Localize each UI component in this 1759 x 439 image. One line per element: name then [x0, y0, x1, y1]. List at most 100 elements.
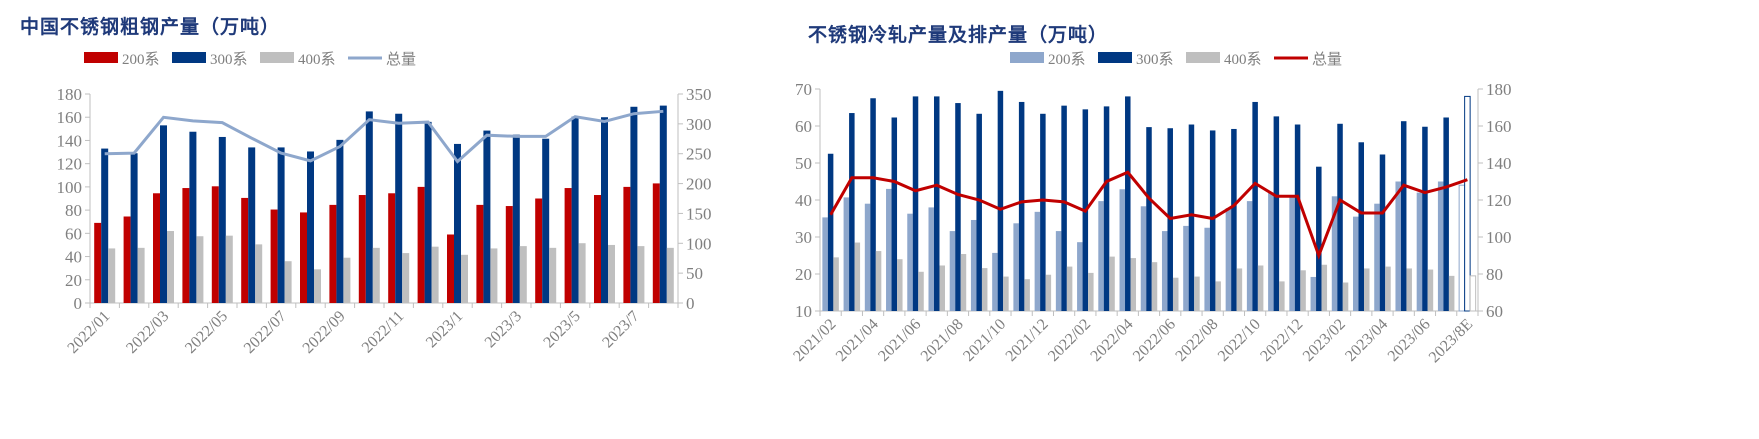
bar-200系 — [417, 186, 425, 303]
y2-tick-label: 160 — [1486, 117, 1512, 136]
bar-200系 — [505, 206, 513, 303]
x-tick-label: 2022/06 — [1130, 316, 1179, 365]
bar-300系 — [365, 111, 373, 304]
bar-400系 — [897, 259, 903, 311]
legend-label: 300系 — [1136, 51, 1174, 68]
bar-400系 — [137, 247, 145, 303]
bar-400系 — [490, 248, 498, 303]
bar-400系 — [578, 243, 586, 303]
y2-tick-label: 180 — [1486, 80, 1512, 99]
bar-400系 — [875, 251, 882, 311]
bar-300系 — [1358, 142, 1365, 311]
bar-400系 — [461, 254, 468, 303]
bar-300系 — [1273, 116, 1280, 311]
bar-300系 — [1379, 154, 1386, 311]
bar-400系 — [1448, 275, 1455, 311]
bar-400系 — [167, 231, 174, 303]
bar-300系 — [1209, 130, 1216, 311]
y-tick-label: 20 — [795, 265, 812, 284]
bar-400系 — [1088, 272, 1094, 311]
bar-200系 — [1140, 206, 1147, 311]
bar-300系 — [827, 153, 834, 311]
x-tick-label: 2022/08 — [1172, 316, 1221, 365]
bar-200系 — [1458, 184, 1466, 312]
bar-200系 — [123, 216, 131, 303]
bar-300系 — [1125, 96, 1131, 312]
y2-tick-label: 140 — [1486, 154, 1512, 173]
x-tick-label: 2023/3 — [482, 308, 525, 351]
bar-200系 — [1395, 181, 1401, 311]
bar-400系 — [1279, 281, 1285, 311]
bar-300系 — [1188, 124, 1195, 312]
legend-swatch-300系 — [1098, 52, 1132, 63]
bar-300系 — [248, 147, 256, 303]
y2-tick-label: 100 — [1486, 228, 1512, 247]
bar-200系 — [970, 219, 977, 311]
y-tick-label: 180 — [57, 85, 83, 104]
bar-400系 — [1236, 268, 1243, 311]
legend-swatch-400系 — [260, 52, 294, 63]
bar-300系 — [483, 130, 491, 303]
bar-300系 — [1400, 121, 1407, 311]
bar-300系 — [571, 116, 579, 304]
bar-400系 — [1130, 258, 1137, 311]
x-tick-label: 2021/02 — [790, 316, 839, 365]
bar-200系 — [1204, 227, 1210, 311]
x-tick-label: 2023/5 — [540, 308, 583, 351]
bar-400系 — [284, 261, 292, 303]
bar-400系 — [372, 247, 380, 303]
bar-200系 — [1310, 276, 1317, 311]
bar-300系 — [1443, 117, 1449, 312]
y-tick-label: 50 — [795, 154, 812, 173]
x-tick-label: 2022/03 — [123, 308, 172, 357]
bar-400系 — [1172, 277, 1179, 311]
legend-label: 200系 — [1048, 51, 1086, 68]
bar-200系 — [822, 217, 828, 311]
bar-300系 — [912, 96, 919, 312]
bar-300系 — [1040, 113, 1046, 311]
bar-300系 — [659, 105, 667, 303]
bar-400系 — [314, 269, 321, 303]
bar-400系 — [637, 246, 645, 303]
bar-400系 — [1151, 262, 1158, 311]
bar-200系 — [1225, 208, 1232, 311]
bar-200系 — [1353, 216, 1359, 311]
y2-tick-label: 120 — [1486, 191, 1512, 210]
bar-400系 — [519, 246, 527, 303]
legend-swatch-200系 — [84, 52, 118, 63]
y-tick-label: 80 — [65, 201, 82, 220]
bar-400系 — [1364, 268, 1370, 311]
bar-200系 — [992, 252, 998, 311]
bar-200系 — [1374, 203, 1380, 311]
y-tick-label: 20 — [65, 271, 82, 290]
bar-300系 — [277, 147, 285, 303]
bar-400系 — [1406, 268, 1412, 311]
bar-300系 — [424, 121, 432, 303]
x-tick-label: 2023/06 — [1385, 316, 1434, 365]
bar-400系 — [108, 248, 116, 303]
bar-200系 — [388, 193, 396, 303]
bar-300系 — [1464, 95, 1471, 312]
right-chart-title: 不锈钢冷轧产量及排产量（万吨） — [808, 24, 1109, 46]
legend-label: 总量 — [386, 51, 416, 68]
bar-200系 — [94, 222, 102, 303]
legend-swatch-200系 — [1010, 52, 1044, 63]
x-tick-label: 2023/04 — [1342, 316, 1391, 365]
bar-400系 — [1321, 264, 1328, 311]
bar-400系 — [1342, 282, 1349, 311]
x-tick-label: 2022/01 — [64, 308, 113, 357]
bar-200系 — [864, 203, 871, 311]
y2-tick-label: 350 — [686, 85, 712, 104]
bar-200系 — [182, 188, 190, 303]
y-tick-label: 60 — [65, 224, 82, 243]
bar-200系 — [329, 204, 337, 303]
bar-400系 — [1427, 269, 1434, 311]
x-tick-label: 2022/09 — [300, 308, 349, 357]
bar-300系 — [130, 153, 138, 303]
bar-200系 — [300, 212, 307, 303]
bar-300系 — [101, 148, 109, 303]
bar-400系 — [960, 254, 967, 311]
bar-300系 — [512, 134, 520, 303]
y-tick-label: 100 — [57, 178, 83, 197]
